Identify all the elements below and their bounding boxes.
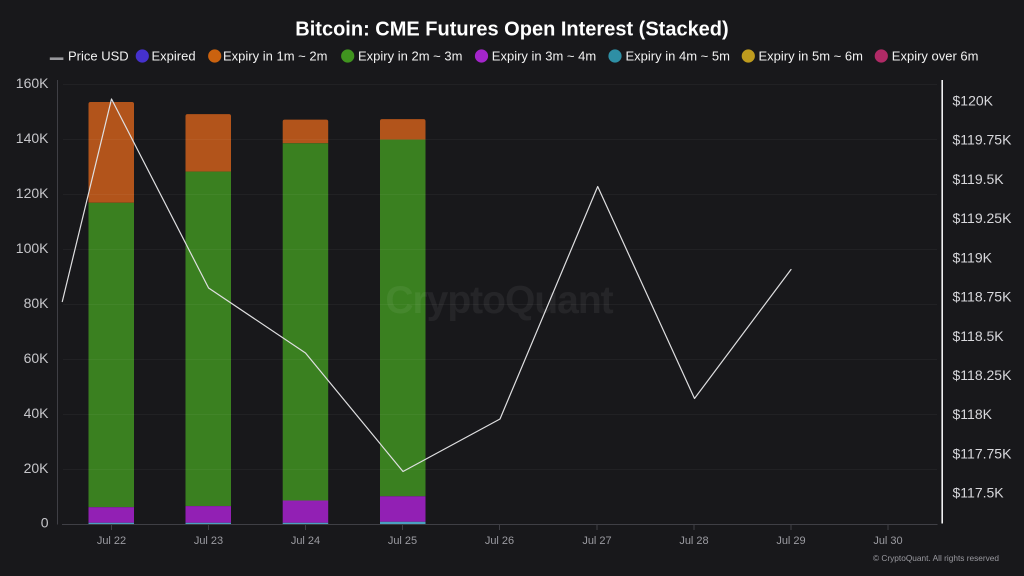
svg-text:40K: 40K bbox=[24, 405, 50, 421]
svg-text:100K: 100K bbox=[16, 240, 49, 256]
svg-text:Bitcoin: CME Futures Open Inte: Bitcoin: CME Futures Open Interest (Stac… bbox=[295, 19, 728, 41]
svg-text:Jul 25: Jul 25 bbox=[388, 535, 417, 547]
svg-text:$118.25K: $118.25K bbox=[953, 367, 1013, 383]
svg-text:Jul 27: Jul 27 bbox=[582, 535, 611, 547]
svg-text:Jul 22: Jul 22 bbox=[97, 535, 126, 547]
svg-text:$119K: $119K bbox=[953, 249, 993, 265]
svg-text:$120K: $120K bbox=[953, 93, 994, 109]
svg-text:$119.75K: $119.75K bbox=[953, 132, 1013, 148]
svg-text:140K: 140K bbox=[16, 130, 49, 146]
svg-text:Jul 26: Jul 26 bbox=[485, 535, 514, 547]
svg-text:80K: 80K bbox=[24, 295, 50, 311]
svg-text:$118.5K: $118.5K bbox=[953, 328, 1005, 344]
svg-text:Jul 30: Jul 30 bbox=[873, 535, 902, 547]
svg-text:Jul 24: Jul 24 bbox=[291, 535, 320, 547]
svg-text:CryptoQuant: CryptoQuant bbox=[385, 279, 613, 322]
svg-text:Expiry in 3m ~ 4m: Expiry in 3m ~ 4m bbox=[492, 49, 596, 64]
svg-text:© CryptoQuant. All rights rese: © CryptoQuant. All rights reserved bbox=[873, 553, 999, 563]
svg-text:60K: 60K bbox=[24, 350, 50, 366]
svg-text:160K: 160K bbox=[16, 75, 49, 91]
svg-text:Expired: Expired bbox=[152, 49, 196, 64]
svg-text:Jul 28: Jul 28 bbox=[679, 535, 708, 547]
svg-text:Expiry in 5m ~ 6m: Expiry in 5m ~ 6m bbox=[759, 49, 863, 64]
svg-text:$119.25K: $119.25K bbox=[953, 210, 1013, 226]
svg-text:$117.5K: $117.5K bbox=[953, 485, 1005, 501]
svg-text:Expiry in 4m ~ 5m: Expiry in 4m ~ 5m bbox=[626, 49, 730, 64]
svg-text:Expiry over 6m: Expiry over 6m bbox=[892, 49, 979, 64]
svg-text:Expiry in 1m ~ 2m: Expiry in 1m ~ 2m bbox=[223, 49, 327, 64]
svg-text:$118K: $118K bbox=[953, 406, 993, 422]
svg-text:$118.75K: $118.75K bbox=[953, 289, 1013, 305]
svg-text:Price USD: Price USD bbox=[68, 49, 129, 64]
svg-text:Jul 29: Jul 29 bbox=[776, 535, 805, 547]
svg-text:120K: 120K bbox=[16, 185, 49, 201]
svg-text:$117.75K: $117.75K bbox=[953, 445, 1013, 461]
svg-text:20K: 20K bbox=[24, 460, 50, 476]
svg-text:$119.5K: $119.5K bbox=[953, 171, 1005, 187]
svg-text:Expiry in 2m ~ 3m: Expiry in 2m ~ 3m bbox=[358, 49, 462, 64]
svg-text:0: 0 bbox=[41, 515, 49, 531]
svg-text:Jul 23: Jul 23 bbox=[194, 535, 223, 547]
